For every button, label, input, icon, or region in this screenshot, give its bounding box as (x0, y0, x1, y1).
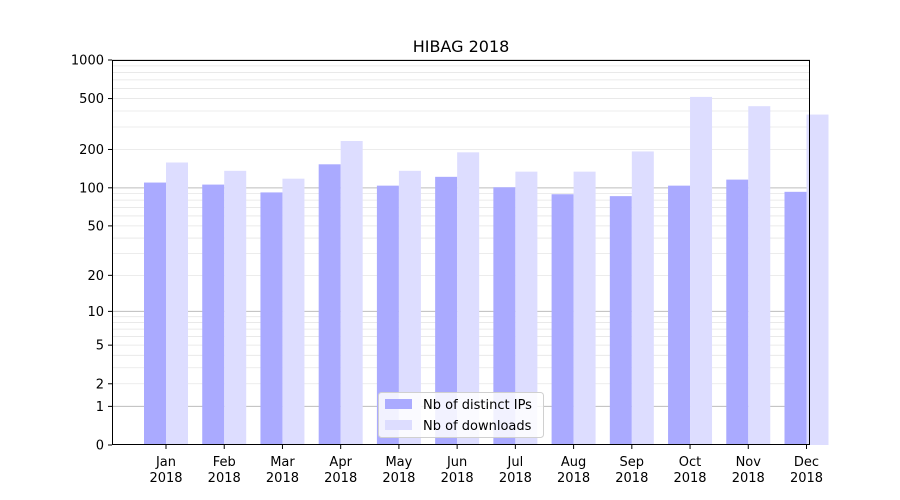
x-tick-label-month: Jul (507, 455, 524, 470)
x-tick-label-year: 2018 (441, 471, 474, 486)
bar-distinct-ips-jun (435, 176, 458, 446)
bar-downloads-aug (573, 171, 596, 445)
bar-distinct-ips-nov (726, 179, 749, 445)
y-tick-label: 200 (79, 143, 104, 158)
y-axis: 0 1 2 5 10 20 50 100 200 500 1000 (71, 54, 112, 454)
bar-distinct-ips-mar (260, 192, 283, 445)
bar-downloads-jul (515, 171, 538, 445)
legend-swatch (385, 399, 412, 409)
bar-downloads-apr (340, 140, 363, 445)
x-tick-label-month: Dec (794, 455, 819, 470)
y-tick-label: 20 (87, 269, 104, 284)
y-tick-label: 2 (96, 377, 104, 392)
x-tick-label-month: Mar (270, 455, 295, 470)
bar-distinct-ips-apr (318, 164, 341, 446)
y-tick-label: 100 (79, 181, 104, 196)
bar-distinct-ips-oct (668, 185, 691, 446)
bar-downloads-dec (806, 114, 829, 445)
bar-downloads-oct (690, 96, 713, 445)
x-tick-label-year: 2018 (382, 471, 415, 486)
y-tick-label: 5 (96, 339, 104, 354)
bar-distinct-ips-sep (609, 196, 632, 445)
x-tick-label-month: May (385, 455, 412, 470)
x-tick-label-year: 2018 (208, 471, 241, 486)
x-tick-label-month: Oct (679, 455, 701, 470)
plot-frame (112, 60, 810, 445)
bar-downloads-mar (282, 178, 305, 445)
bar-downloads-jun (457, 152, 480, 445)
bar-distinct-ips-dec (784, 191, 807, 445)
x-tick-label-month: Sep (620, 455, 645, 470)
x-tick-label-year: 2018 (790, 471, 823, 486)
y-tick-label: 50 (87, 219, 104, 234)
y-tick-label: 500 (79, 92, 104, 107)
x-tick-label-year: 2018 (324, 471, 357, 486)
x-tick-label-year: 2018 (557, 471, 590, 486)
bar-downloads-may (398, 170, 421, 445)
bar-distinct-ips-aug (551, 194, 574, 445)
legend-label: Nb of distinct IPs (423, 398, 532, 413)
x-tick-label-year: 2018 (499, 471, 532, 486)
bar-distinct-ips-jan (144, 182, 166, 445)
chart-title: HIBAG 2018 (413, 37, 510, 56)
x-tick-label-year: 2018 (615, 471, 648, 486)
bar-downloads-sep (631, 151, 654, 445)
legend-swatch (385, 420, 412, 430)
legend: Nb of distinct IPs Nb of downloads (378, 392, 544, 438)
x-tick-label-year: 2018 (266, 471, 299, 486)
legend-label: Nb of downloads (423, 419, 532, 434)
y-tick-label: 1 (96, 400, 104, 415)
bar-downloads-jan (166, 162, 188, 445)
x-tick-label-month: Jun (446, 455, 467, 470)
bar-distinct-ips-may (376, 185, 399, 446)
legend-box (378, 392, 544, 438)
bar-distinct-ips-feb (202, 184, 225, 445)
bar-downloads-nov (748, 106, 771, 445)
bars (144, 96, 829, 446)
x-tick-label-month: Aug (561, 455, 586, 470)
x-tick-label-month: Apr (329, 455, 352, 470)
x-tick-label-month: Jan (155, 455, 176, 470)
x-tick-label-month: Feb (213, 455, 236, 470)
y-tick-label: 0 (96, 439, 104, 454)
y-tick-label: 10 (87, 305, 104, 320)
bar-distinct-ips-jul (493, 187, 516, 445)
x-tick-label-year: 2018 (732, 471, 765, 486)
x-axis: Jan2018Feb2018Mar2018Apr2018May2018Jun20… (149, 445, 823, 486)
y-tick-label: 1000 (71, 54, 104, 69)
x-tick-label-year: 2018 (673, 471, 706, 486)
bar-downloads-feb (224, 170, 247, 445)
x-tick-label-month: Nov (736, 455, 762, 470)
x-tick-label-year: 2018 (149, 471, 182, 486)
